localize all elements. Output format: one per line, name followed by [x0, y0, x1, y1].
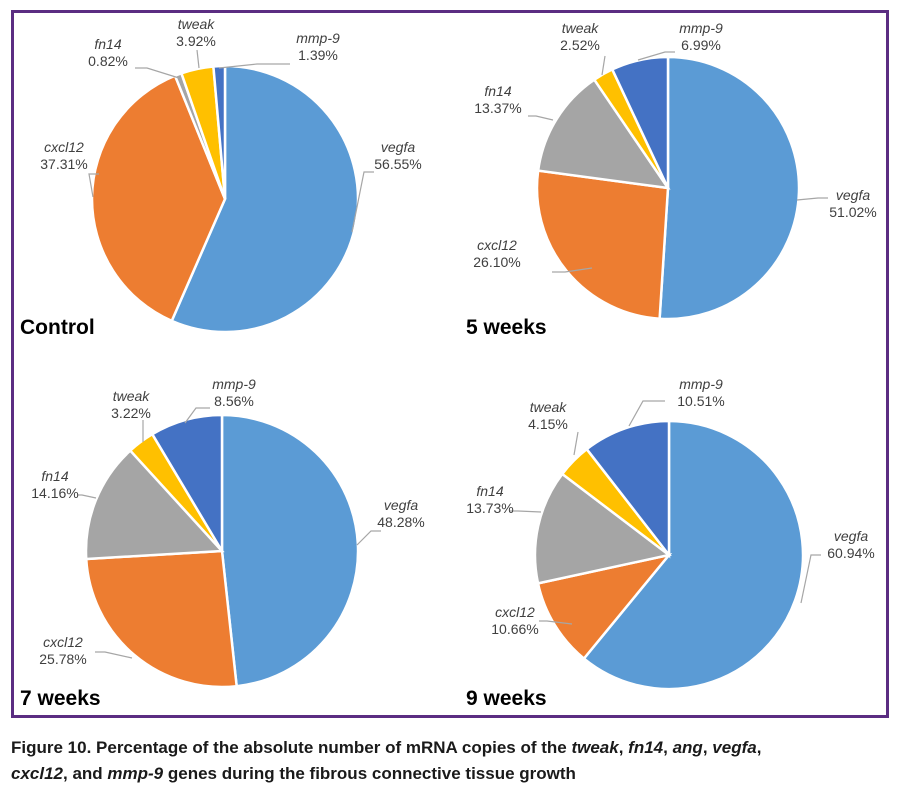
pie-slice-fn14: [536, 77, 671, 190]
slice-label-vegfa: vegfa: [384, 497, 418, 513]
pie-slice-vegfa: [582, 419, 805, 691]
leader-line-cxcl12: [552, 267, 593, 273]
leader-line-cxcl12: [95, 651, 133, 659]
slice-label-fn14: fn14: [476, 483, 503, 499]
slice-value-vegfa: 48.28%: [377, 514, 424, 530]
caption-separator: ,: [618, 738, 629, 757]
pie-slice-fn14: [84, 448, 225, 561]
pie-slice-fn14: [533, 472, 672, 585]
leader-line-mmp-9: [628, 400, 665, 427]
slice-value-fn14: 0.82%: [88, 53, 128, 69]
panel-title: Control: [20, 316, 95, 339]
slice-label-vegfa: vegfa: [836, 187, 870, 203]
panel-title: 5 weeks: [466, 316, 547, 339]
pie-slice-mmp-9: [585, 419, 671, 559]
caption-gene-fn14: fn14: [628, 738, 664, 757]
slice-value-mmp-9: 1.39%: [298, 47, 338, 63]
slice-label-cxcl12: cxcl12: [495, 604, 535, 620]
pie-slice-mmp-9: [150, 413, 224, 556]
slice-value-vegfa: 56.55%: [374, 156, 421, 172]
slice-value-tweak: 4.15%: [528, 416, 568, 432]
pie-slice-vegfa: [658, 55, 801, 321]
caption-separator: ,: [663, 738, 673, 757]
caption-separator: ,: [756, 738, 762, 757]
slice-value-cxcl12: 26.10%: [473, 254, 520, 270]
pie-slice-cxcl12: [84, 549, 239, 689]
caption-separator: ,: [702, 738, 713, 757]
pie-slice-cxcl12: [536, 553, 673, 661]
pie-slice-mmp-9: [610, 55, 670, 189]
slice-label-fn14: fn14: [94, 36, 121, 52]
pie-slice-vegfa: [220, 413, 360, 688]
figure-frame: [11, 10, 889, 718]
panel-title: 9 weeks: [466, 687, 547, 710]
leader-line-vegfa: [796, 197, 828, 201]
slice-value-mmp-9: 10.51%: [677, 393, 724, 409]
slice-value-fn14: 14.16%: [31, 485, 78, 501]
slice-value-cxcl12: 37.31%: [40, 156, 87, 172]
leader-line-tweak: [196, 49, 200, 69]
leader-line-fn14: [135, 67, 180, 79]
leader-line-mmp-9: [218, 63, 290, 69]
slice-label-cxcl12: cxcl12: [44, 139, 84, 155]
leader-line-vegfa: [356, 530, 381, 546]
leader-line-mmp-9: [184, 407, 210, 424]
slice-value-fn14: 13.37%: [474, 100, 521, 116]
panel-title: 7 weeks: [20, 687, 101, 710]
leader-line-fn14: [528, 115, 554, 121]
slice-label-cxcl12: cxcl12: [43, 634, 83, 650]
slice-label-vegfa: vegfa: [381, 139, 415, 155]
caption-gene-vegfa: vegfa: [712, 738, 757, 757]
slice-value-tweak: 3.22%: [111, 405, 151, 421]
slice-label-tweak: tweak: [178, 16, 216, 32]
slice-label-cxcl12: cxcl12: [477, 237, 517, 253]
caption-gene-ang: ang: [672, 738, 703, 757]
caption-gene-cxcl12: cxcl12: [11, 764, 63, 783]
leader-line-vegfa: [800, 554, 821, 604]
leader-line-fn14: [78, 494, 97, 499]
pie-slice-cxcl12: [535, 169, 670, 321]
leader-line-cxcl12: [88, 173, 99, 198]
slice-label-mmp-9: mmp-9: [296, 30, 340, 46]
slice-value-mmp-9: 8.56%: [214, 393, 254, 409]
leader-line-mmp-9: [637, 51, 675, 61]
slice-value-vegfa: 60.94%: [827, 545, 874, 561]
caption-gene-tweak: tweak: [571, 738, 619, 757]
slice-label-fn14: fn14: [484, 83, 511, 99]
slice-value-fn14: 13.73%: [466, 500, 513, 516]
slice-value-tweak: 3.92%: [176, 33, 216, 49]
slice-value-cxcl12: 25.78%: [39, 651, 86, 667]
slice-label-tweak: tweak: [113, 388, 151, 404]
leader-line-fn14: [510, 510, 542, 513]
slice-label-mmp-9: mmp-9: [212, 376, 256, 392]
caption-prefix: Figure 10. Percentage of the absolute nu…: [11, 738, 572, 757]
leader-line-vegfa: [351, 171, 374, 233]
slice-label-mmp-9: mmp-9: [679, 20, 723, 36]
slice-value-tweak: 2.52%: [560, 37, 600, 53]
pie-slice-vegfa: [170, 64, 360, 334]
slice-label-mmp-9: mmp-9: [679, 376, 723, 392]
leader-line-tweak: [601, 55, 606, 76]
slice-value-cxcl12: 10.66%: [491, 621, 538, 637]
pie-charts: vegfa56.55%cxcl1237.31%fn140.82%tweak3.9…: [20, 16, 877, 710]
slice-label-tweak: tweak: [562, 20, 600, 36]
slice-label-vegfa: vegfa: [834, 528, 868, 544]
slice-value-vegfa: 51.02%: [829, 204, 876, 220]
slice-label-fn14: fn14: [41, 468, 68, 484]
pie-slice-mmp-9: [212, 64, 227, 200]
caption-suffix: genes during the fibrous connective tiss…: [163, 764, 576, 783]
leader-line-cxcl12: [539, 620, 573, 625]
figure-caption: Figure 10. Percentage of the absolute nu…: [11, 735, 891, 787]
slice-label-tweak: tweak: [530, 399, 568, 415]
caption-separator: , and: [63, 764, 108, 783]
pie-slice-cxcl12: [90, 74, 227, 323]
leader-line-tweak: [573, 431, 579, 456]
caption-gene-mmp-9: mmp-9: [107, 764, 164, 783]
slice-value-mmp-9: 6.99%: [681, 37, 721, 53]
